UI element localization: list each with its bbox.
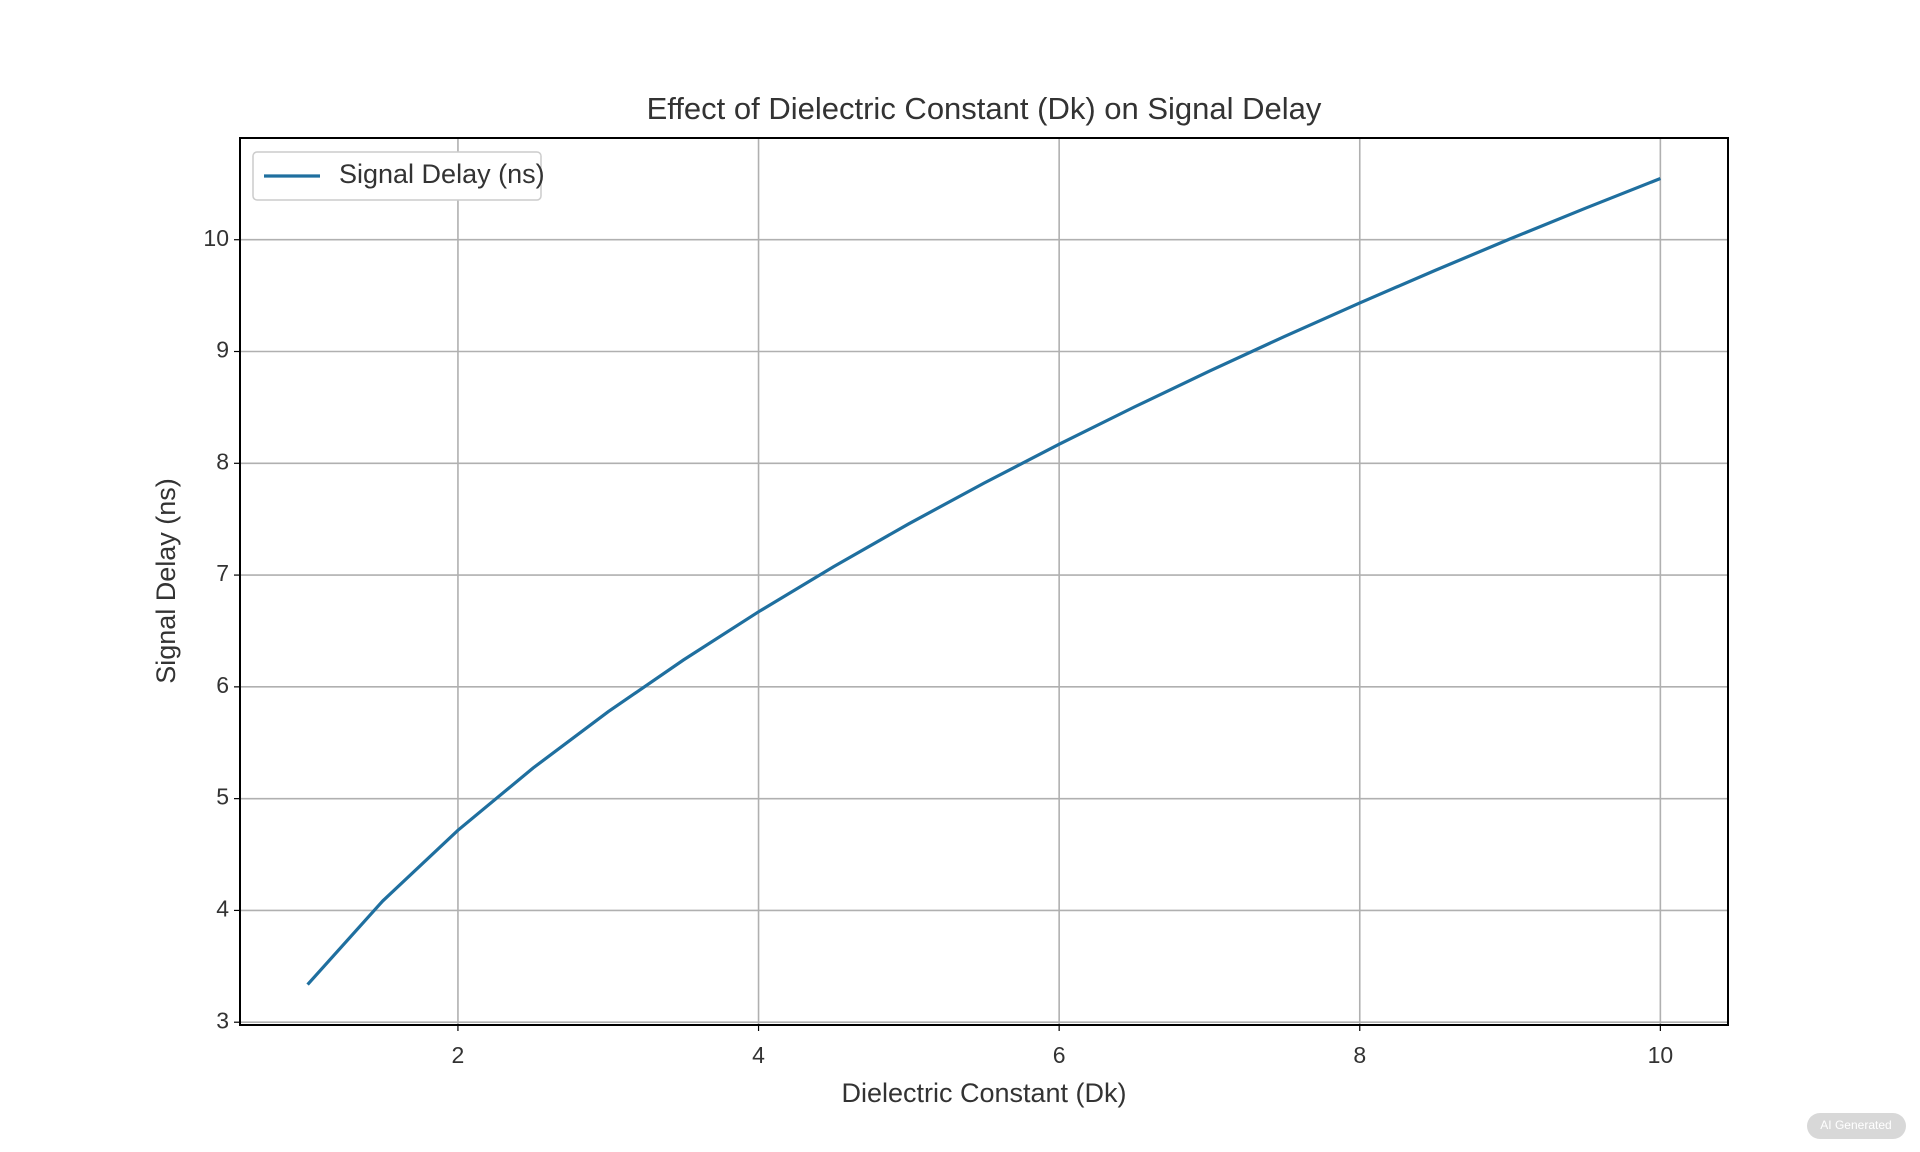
- data-line: [306, 177, 1661, 986]
- chart-title: Effect of Dielectric Constant (Dk) on Si…: [647, 91, 1322, 126]
- badge-text: AI Generated: [1820, 1118, 1891, 1132]
- y-tick-label: 8: [216, 448, 229, 474]
- y-tick-label: 3: [216, 1007, 229, 1033]
- y-tick-label: 4: [216, 896, 229, 922]
- x-axis-label: Dielectric Constant (Dk): [841, 1078, 1126, 1108]
- x-tick-label: 8: [1353, 1042, 1366, 1068]
- legend-label: Signal Delay (ns): [339, 159, 545, 189]
- badge: AI Generated: [1807, 1113, 1906, 1139]
- x-tick-label: 2: [452, 1042, 465, 1068]
- x-tick-label: 4: [752, 1042, 765, 1068]
- y-tick-label: 5: [216, 784, 229, 810]
- plot-frame: [239, 137, 1729, 1026]
- badge-bg: [1807, 1113, 1906, 1139]
- y-tick-label: 7: [216, 560, 229, 586]
- x-tick-label: 6: [1053, 1042, 1066, 1068]
- y-tick-label: 6: [216, 672, 229, 698]
- legend: Signal Delay (ns): [252, 151, 545, 201]
- y-tick-label: 9: [216, 337, 229, 363]
- y-tick-label: 10: [203, 225, 229, 251]
- y-axis-label: Signal Delay (ns): [151, 478, 181, 684]
- legend-box: [252, 151, 542, 201]
- x-tick-label: 10: [1648, 1042, 1674, 1068]
